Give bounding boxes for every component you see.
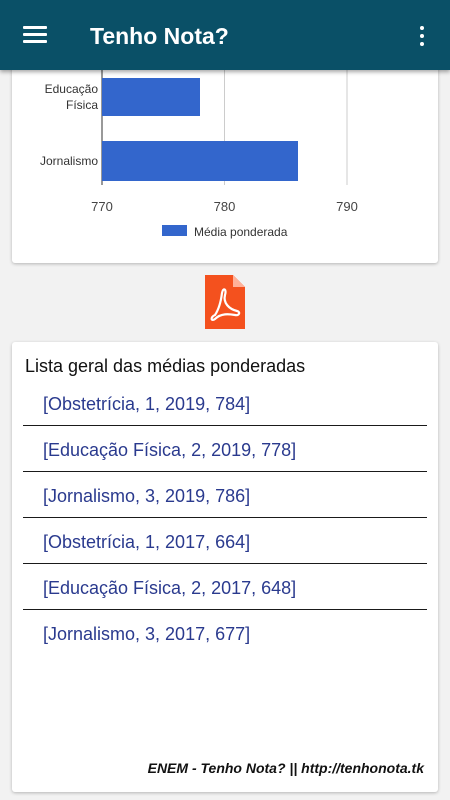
list-item[interactable]: [Jornalismo, 3, 2017, 677] xyxy=(43,624,251,644)
menu-icon[interactable] xyxy=(14,16,56,54)
chart-card: 770 780 790 Educação Física Jornalismo Média p… xyxy=(12,60,438,263)
x-tick-label: 790 xyxy=(336,199,358,214)
footer-credit: ENEM - Tenho Nota? || http://tenhonota.t… xyxy=(147,760,424,776)
list-heading: Lista geral das médias ponderadas xyxy=(25,356,306,376)
x-tick-label: 770 xyxy=(91,199,113,214)
category-label: Jornalismo xyxy=(40,154,98,168)
pdf-icon[interactable] xyxy=(205,275,245,329)
category-label: Física xyxy=(66,98,98,112)
bar-chart: 770 780 790 Educação Física Jornalismo Média p… xyxy=(40,70,358,239)
list-item[interactable]: [Educação Física, 2, 2017, 648] xyxy=(23,564,427,610)
averages-list-card: Lista geral das médias ponderadas [Obste… xyxy=(12,342,438,792)
bar xyxy=(102,78,200,116)
more-vert-icon[interactable] xyxy=(408,20,436,52)
x-tick-label: 780 xyxy=(214,199,236,214)
legend-swatch xyxy=(162,225,187,236)
category-label: Educação xyxy=(45,82,99,96)
legend-label: Média ponderada xyxy=(194,225,288,239)
list-item[interactable]: [Jornalismo, 3, 2019, 786] xyxy=(23,472,427,518)
bar xyxy=(102,141,298,181)
list-item[interactable]: [Educação Física, 2, 2019, 778] xyxy=(23,426,427,472)
app-title: Tenho Nota? xyxy=(90,23,229,49)
averages-list: [Obstetrícia, 1, 2019, 784] [Educação Fí… xyxy=(23,380,427,656)
list-item[interactable]: [Obstetrícia, 1, 2019, 784] xyxy=(23,380,427,426)
app-bar: Tenho Nota? xyxy=(0,0,450,70)
list-item[interactable]: [Obstetrícia, 1, 2017, 664] xyxy=(23,518,427,564)
